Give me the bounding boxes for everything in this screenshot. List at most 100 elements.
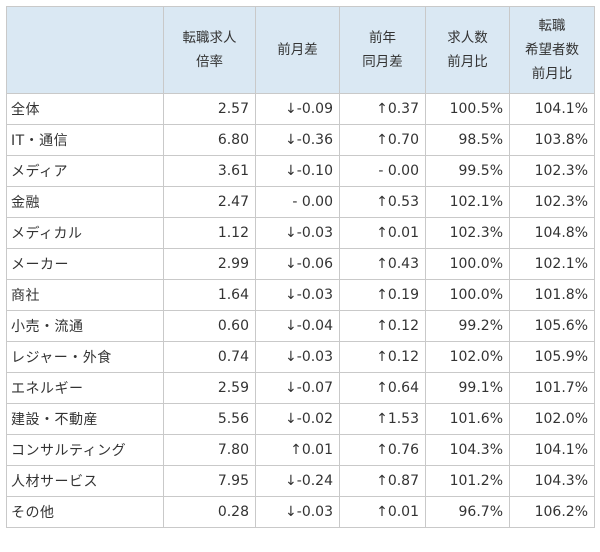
table-container: 転職求人 倍率 前月差 前年 同月差 求人数 前月比 転職 希望者数 前月比 全体 2.57 ↓-0.… xyxy=(6,6,595,528)
column-header-5: 転職 希望者数 前月比 xyxy=(509,6,595,94)
value-cell: ↓-0.03 xyxy=(255,341,340,373)
value-cell: 105.9% xyxy=(509,341,595,373)
column-header-line: 前月差 xyxy=(277,42,318,58)
value-cell: ↓-0.03 xyxy=(255,217,340,249)
value-cell: 105.6% xyxy=(509,310,595,342)
value-cell: 102.1% xyxy=(509,248,595,280)
value-cell: 1.64 xyxy=(163,279,256,311)
value-cell: 104.8% xyxy=(509,217,595,249)
value-cell: 100.0% xyxy=(425,248,510,280)
column-header-4: 求人数 前月比 xyxy=(425,6,510,94)
table-row: 人材サービス 7.95 ↓-0.24 ↑0.87 101.2% 104.3% xyxy=(6,465,595,497)
value-cell: 100.5% xyxy=(425,93,510,125)
column-header-3: 前年 同月差 xyxy=(339,6,426,94)
value-cell: 104.1% xyxy=(509,434,595,466)
value-cell: 99.2% xyxy=(425,310,510,342)
table-row: その他 0.28 ↓-0.03 ↑0.01 96.7% 106.2% xyxy=(6,496,595,528)
category-cell: レジャー・外食 xyxy=(6,341,164,373)
value-cell: 98.5% xyxy=(425,124,510,156)
value-cell: ↓-0.04 xyxy=(255,310,340,342)
category-cell: 商社 xyxy=(6,279,164,311)
category-cell: IT・通信 xyxy=(6,124,164,156)
category-cell: メディカル xyxy=(6,217,164,249)
table-row: メーカー 2.99 ↓-0.06 ↑0.43 100.0% 102.1% xyxy=(6,248,595,280)
value-cell: ↓-0.10 xyxy=(255,155,340,187)
table-row: 建設・不動産 5.56 ↓-0.02 ↑1.53 101.6% 102.0% xyxy=(6,403,595,435)
value-cell: ↓-0.03 xyxy=(255,496,340,528)
value-cell: ↑0.01 xyxy=(339,217,426,249)
value-cell: 104.1% xyxy=(509,93,595,125)
value-cell: 2.47 xyxy=(163,186,256,218)
value-cell: 102.1% xyxy=(425,186,510,218)
value-cell: 1.12 xyxy=(163,217,256,249)
value-cell: 0.60 xyxy=(163,310,256,342)
category-cell: コンサルティング xyxy=(6,434,164,466)
category-cell: メーカー xyxy=(6,248,164,280)
column-header-line: 前月比 xyxy=(531,66,573,82)
table-row: エネルギー 2.59 ↓-0.07 ↑0.64 99.1% 101.7% xyxy=(6,372,595,404)
value-cell: 100.0% xyxy=(425,279,510,311)
column-header-line: 前月比 xyxy=(447,54,488,70)
value-cell: ↑0.76 xyxy=(339,434,426,466)
value-cell: 2.99 xyxy=(163,248,256,280)
value-cell: ↓-0.02 xyxy=(255,403,340,435)
table-row: 小売・流通 0.60 ↓-0.04 ↑0.12 99.2% 105.6% xyxy=(6,310,595,342)
category-cell: 金融 xyxy=(6,186,164,218)
column-header-line: 前年 xyxy=(369,30,396,46)
table-body: 全体 2.57 ↓-0.09 ↑0.37 100.5% 104.1% IT・通信 6.80 ↓-… xyxy=(6,93,595,528)
table-row: 全体 2.57 ↓-0.09 ↑0.37 100.5% 104.1% xyxy=(6,93,595,125)
value-cell: ↓-0.24 xyxy=(255,465,340,497)
value-cell: 102.0% xyxy=(425,341,510,373)
value-cell: ↓-0.36 xyxy=(255,124,340,156)
value-cell: ↑0.87 xyxy=(339,465,426,497)
value-cell: 0.74 xyxy=(163,341,256,373)
category-cell: その他 xyxy=(6,496,164,528)
header-row: 転職求人 倍率 前月差 前年 同月差 求人数 前月比 転職 希望者数 前月比 xyxy=(6,6,595,94)
value-cell: ↑0.70 xyxy=(339,124,426,156)
value-cell: ↑0.12 xyxy=(339,310,426,342)
value-cell: 99.1% xyxy=(425,372,510,404)
value-cell: ↓-0.09 xyxy=(255,93,340,125)
column-header-2: 前月差 xyxy=(255,6,340,94)
value-cell: 102.3% xyxy=(425,217,510,249)
value-cell: 2.57 xyxy=(163,93,256,125)
value-cell: ↓-0.03 xyxy=(255,279,340,311)
value-cell: 96.7% xyxy=(425,496,510,528)
value-cell: ↑0.01 xyxy=(255,434,340,466)
table-row: コンサルティング 7.80 ↑0.01 ↑0.76 104.3% 104.1% xyxy=(6,434,595,466)
column-header-line: 同月差 xyxy=(362,54,403,70)
value-cell: 7.95 xyxy=(163,465,256,497)
value-cell: ↑0.64 xyxy=(339,372,426,404)
column-header-line: 転職 xyxy=(538,18,566,34)
value-cell: 99.5% xyxy=(425,155,510,187)
value-cell: 102.3% xyxy=(509,155,595,187)
table-row: IT・通信 6.80 ↓-0.36 ↑0.70 98.5% 103.8% xyxy=(6,124,595,156)
value-cell: ↑0.01 xyxy=(339,496,426,528)
category-cell: 建設・不動産 xyxy=(6,403,164,435)
value-cell: ↑1.53 xyxy=(339,403,426,435)
table-row: 商社 1.64 ↓-0.03 ↑0.19 100.0% 101.8% xyxy=(6,279,595,311)
value-cell: 7.80 xyxy=(163,434,256,466)
value-cell: 106.2% xyxy=(509,496,595,528)
value-cell: 101.7% xyxy=(509,372,595,404)
value-cell: ↑0.43 xyxy=(339,248,426,280)
column-header-line: 希望者数 xyxy=(525,42,579,58)
table-row: メディカル 1.12 ↓-0.03 ↑0.01 102.3% 104.8% xyxy=(6,217,595,249)
column-header-1: 転職求人 倍率 xyxy=(163,6,256,94)
value-cell: 0.28 xyxy=(163,496,256,528)
job-offer-ratio-table: 転職求人 倍率 前月差 前年 同月差 求人数 前月比 転職 希望者数 前月比 全体 2.57 ↓-0.… xyxy=(6,6,595,528)
value-cell: ↓-0.07 xyxy=(255,372,340,404)
table-row: メディア 3.61 ↓-0.10- 0.00 99.5% 102.3% xyxy=(6,155,595,187)
column-header-line: 求人数 xyxy=(447,30,488,46)
value-cell: ↓-0.06 xyxy=(255,248,340,280)
value-cell: 104.3% xyxy=(509,465,595,497)
value-cell: 101.8% xyxy=(509,279,595,311)
value-cell: 6.80 xyxy=(163,124,256,156)
table-row: 金融 2.47- 0.00 ↑0.53 102.1% 102.3% xyxy=(6,186,595,218)
value-cell: 104.3% xyxy=(425,434,510,466)
table-row: レジャー・外食 0.74 ↓-0.03 ↑0.12 102.0% 105.9% xyxy=(6,341,595,373)
value-cell: 102.0% xyxy=(509,403,595,435)
category-cell: 全体 xyxy=(6,93,164,125)
category-cell: 人材サービス xyxy=(6,465,164,497)
column-header-0 xyxy=(6,6,164,94)
